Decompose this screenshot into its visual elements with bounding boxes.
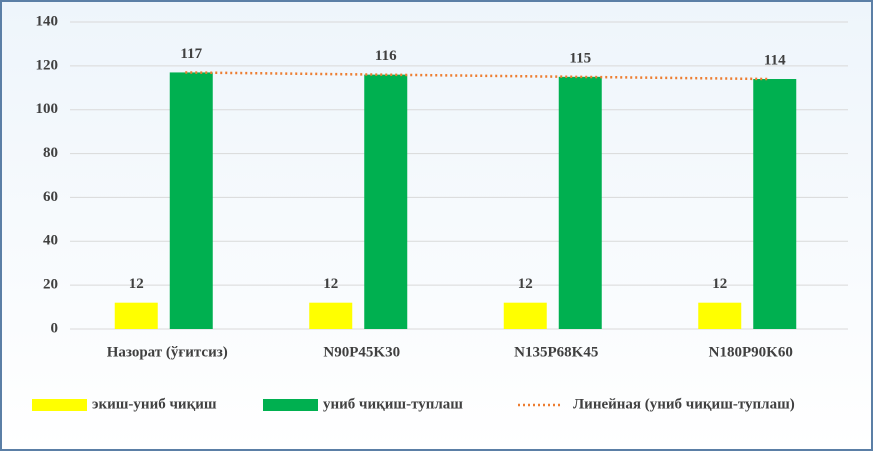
x-tick-label: Назорат (ўғитсиз) [107,344,228,360]
y-tick-label: 60 [43,189,58,205]
bar [364,74,408,329]
bar [698,302,742,329]
x-tick-label: N90P45K30 [323,344,400,360]
data-label: 114 [764,52,786,68]
trendline [185,71,769,81]
legend-label: экиш-униб чиқиш [92,396,217,412]
data-label: 117 [180,46,202,62]
legend-swatch [32,399,87,411]
data-label: 12 [712,276,727,292]
y-tick-label: 0 [51,320,59,336]
data-label: 12 [129,276,144,292]
data-label: 12 [323,276,338,292]
legend-swatch [263,399,318,411]
y-tick-label: 20 [43,277,58,293]
legend-label: униб чиқиш-туплаш [323,396,463,412]
bar [309,302,353,329]
y-tick-label: 40 [43,233,58,249]
data-label: 115 [569,50,591,66]
y-tick-label: 120 [36,57,59,73]
bar [503,302,547,329]
bar [558,76,602,329]
bar [114,302,158,329]
data-label: 12 [518,276,533,292]
y-tick-label: 80 [43,145,58,161]
x-tick-label: N135P68K45 [514,344,598,360]
bar [169,72,213,329]
x-tick-label: N180P90K60 [709,344,793,360]
legend-label: Линейная (униб чиқиш-туплаш) [573,396,795,412]
bar [753,79,797,329]
y-tick-label: 140 [36,13,59,29]
y-tick-label: 100 [36,101,59,117]
data-label: 116 [375,48,397,64]
